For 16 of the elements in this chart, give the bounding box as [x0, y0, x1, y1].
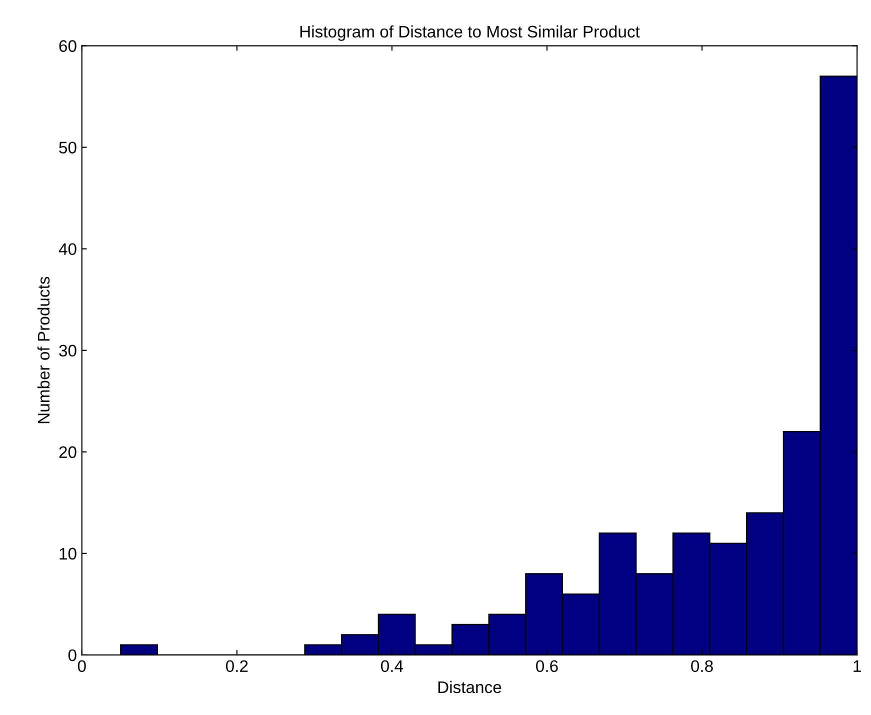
- x-tick-label: 0.2: [226, 660, 248, 672]
- x-axis-title: Distance: [438, 680, 502, 694]
- x-tick-label: 1: [854, 660, 861, 672]
- y-tick-label: 30: [59, 344, 76, 357]
- x-tick-label: 0.6: [536, 660, 558, 672]
- x-tick-label: 0.8: [691, 660, 713, 672]
- x-tick-label: 0: [78, 660, 86, 672]
- x-tick-label: 0.4: [381, 660, 404, 672]
- y-tick-label: 10: [60, 548, 76, 560]
- y-tick-label: 0: [68, 649, 76, 662]
- chart-title: Histogram of Distance to Most Similar Product: [300, 25, 640, 41]
- y-tick-label: 40: [58, 243, 76, 256]
- y-tick-label: 60: [59, 40, 76, 52]
- y-axis-title: Number of Products: [37, 276, 50, 424]
- y-tick-label: 50: [59, 142, 76, 154]
- y-tick-label: 20: [59, 446, 76, 458]
